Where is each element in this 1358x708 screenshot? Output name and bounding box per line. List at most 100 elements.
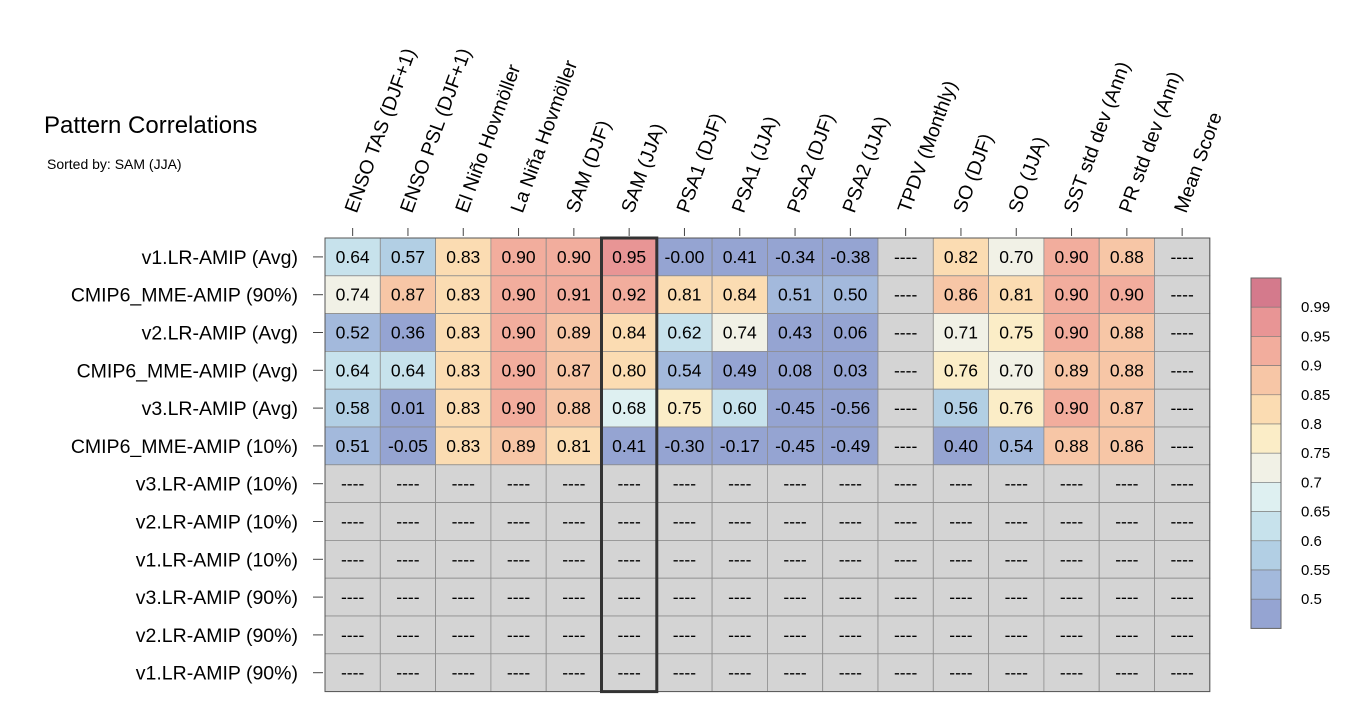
heatmap-cell <box>1154 540 1211 579</box>
cell-value: 0.88 <box>1110 247 1144 267</box>
cell-value: ---- <box>1060 625 1083 645</box>
cell-value: ---- <box>728 625 751 645</box>
cell-value: ---- <box>783 512 806 532</box>
cell-value: ---- <box>673 549 696 569</box>
cell-value: ---- <box>949 625 972 645</box>
cell-value: ---- <box>894 360 917 380</box>
cell-value: ---- <box>839 587 862 607</box>
heatmap-cell <box>324 275 381 314</box>
cell-value: 0.86 <box>1110 436 1144 456</box>
colorbar-swatch <box>1250 365 1282 396</box>
cell-value: ---- <box>1170 512 1193 532</box>
row-label: v2.LR-AMIP (90%) <box>136 625 298 647</box>
heatmap-cell <box>435 350 492 390</box>
cell-value: ---- <box>728 587 751 607</box>
cell-value: ---- <box>1170 398 1193 418</box>
colorbar-label: 0.99 <box>1301 299 1330 316</box>
row-label: v2.LR-AMIP (10%) <box>136 512 298 534</box>
cell-value: 0.64 <box>391 360 425 380</box>
heatmap-cell <box>877 502 934 541</box>
heatmap-cell <box>822 237 879 277</box>
cell-value: 0.92 <box>612 285 646 305</box>
cell-value: ---- <box>783 587 806 607</box>
cell-value: ---- <box>1060 512 1083 532</box>
cell-value: 0.54 <box>667 360 701 380</box>
cell-value: ---- <box>452 587 475 607</box>
cell-value: 0.40 <box>944 436 978 456</box>
cell-value: 0.70 <box>999 360 1033 380</box>
cell-value: ---- <box>1005 587 1028 607</box>
cell-value: ---- <box>839 512 862 532</box>
heatmap-cell <box>877 350 934 390</box>
heatmap-cell <box>1098 615 1155 655</box>
cell-value: 0.88 <box>1055 436 1089 456</box>
cell-value: ---- <box>452 549 475 569</box>
cell-value: 0.91 <box>557 285 591 305</box>
cell-value: 0.49 <box>723 360 757 380</box>
cell-value: ---- <box>1115 587 1138 607</box>
heatmap-cell <box>490 653 547 692</box>
cell-value: 0.60 <box>723 398 757 418</box>
heatmap-cell <box>767 502 824 541</box>
cell-value: 0.83 <box>446 436 480 456</box>
cell-value: ---- <box>673 512 696 532</box>
cell-value: ---- <box>396 587 419 607</box>
cell-value: ---- <box>1060 474 1083 494</box>
heatmap-cell <box>711 350 768 390</box>
cell-value: ---- <box>341 587 364 607</box>
cell-value: ---- <box>396 663 419 683</box>
cell-value: ---- <box>728 663 751 683</box>
heatmap-cell <box>767 350 824 390</box>
heatmap-cell <box>435 464 492 503</box>
heatmap-cell <box>1154 615 1211 655</box>
cell-value: 0.83 <box>446 360 480 380</box>
colorbar-label: 0.7 <box>1301 474 1322 491</box>
cell-value: ---- <box>1005 512 1028 532</box>
heatmap-cell <box>767 540 824 579</box>
column-label: PSA1 (JJA) <box>728 113 783 215</box>
heatmap-cell <box>1154 653 1211 692</box>
heatmap-cell <box>490 388 547 428</box>
cell-value: ---- <box>894 512 917 532</box>
cell-value: ---- <box>617 474 640 494</box>
cell-value: 0.90 <box>1055 398 1089 418</box>
chart-title: Pattern Correlations <box>44 112 258 139</box>
cell-value: ---- <box>396 549 419 569</box>
row-label: v3.LR-AMIP (90%) <box>136 587 298 609</box>
heatmap-cell <box>545 313 602 352</box>
row-label: CMIP6_MME-AMIP (90%) <box>71 285 298 307</box>
cell-value: 0.89 <box>557 323 591 343</box>
cell-value: -0.34 <box>775 247 815 267</box>
cell-value: ---- <box>396 512 419 532</box>
cell-value: ---- <box>562 512 585 532</box>
heatmap-cell <box>932 388 989 428</box>
row-label: CMIP6_MME-AMIP (Avg) <box>77 360 298 382</box>
cell-value: 0.01 <box>391 398 425 418</box>
cell-value: 0.80 <box>612 360 646 380</box>
row-label: v3.LR-AMIP (10%) <box>136 474 298 496</box>
heatmap-cell <box>490 350 547 390</box>
cell-value: 0.08 <box>778 360 812 380</box>
heatmap-cell <box>1154 313 1211 352</box>
heatmap-cell <box>324 653 381 692</box>
cell-value: 0.41 <box>723 247 757 267</box>
cell-value: ---- <box>1060 587 1083 607</box>
cell-value: ---- <box>507 587 530 607</box>
cell-value: -0.30 <box>665 436 705 456</box>
heatmap-cell <box>1098 313 1155 352</box>
cell-value: 0.90 <box>502 323 536 343</box>
heatmap-cell <box>545 502 602 541</box>
grid-border <box>324 237 1211 693</box>
cell-value: ---- <box>1115 474 1138 494</box>
cell-value: ---- <box>1170 625 1193 645</box>
cell-value: 0.82 <box>944 247 978 267</box>
cell-value: ---- <box>1115 625 1138 645</box>
heatmap-cell <box>988 615 1045 655</box>
cell-value: 0.89 <box>1055 360 1089 380</box>
heatmap-cell <box>711 388 768 428</box>
cell-value: ---- <box>783 474 806 494</box>
heatmap-cell <box>877 275 934 314</box>
cell-value: 0.88 <box>1110 360 1144 380</box>
cell-value: ---- <box>1005 474 1028 494</box>
colorbar-swatch <box>1250 306 1282 337</box>
